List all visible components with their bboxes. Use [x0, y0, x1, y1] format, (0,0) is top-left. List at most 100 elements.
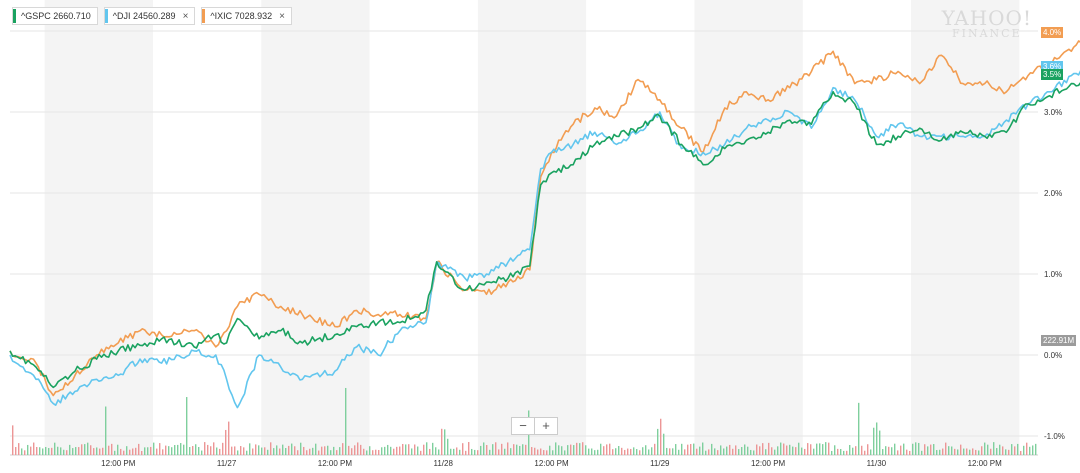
volume-bar	[84, 444, 86, 455]
volume-bar	[882, 449, 884, 455]
volume-bar	[990, 448, 992, 455]
x-tick-label: 12:00 PM	[751, 459, 786, 468]
volume-bar	[42, 448, 44, 455]
volume-bar	[213, 442, 215, 455]
volume-bar	[963, 448, 965, 455]
volume-bar	[36, 447, 38, 455]
zoom-out-button[interactable]: −	[511, 417, 535, 435]
volume-bar	[252, 448, 254, 455]
volume-bar	[885, 446, 887, 455]
volume-bar	[483, 442, 485, 455]
volume-bar	[903, 443, 905, 455]
volume-bar	[489, 449, 491, 455]
volume-bar	[501, 443, 503, 455]
volume-bar	[459, 449, 461, 455]
volume-bar	[48, 448, 50, 455]
volume-bar	[615, 448, 617, 455]
volume-bar	[684, 449, 686, 455]
volume-bar	[402, 443, 404, 455]
volume-bar	[954, 448, 956, 455]
volume-bar	[774, 449, 776, 455]
volume-bar	[480, 445, 482, 455]
volume-bar	[681, 443, 683, 455]
volume-bar	[618, 446, 620, 455]
volume-bar	[285, 447, 287, 455]
volume-bar	[549, 445, 551, 455]
watermark-line2: FINANCE	[952, 27, 1022, 40]
x-tick-label: 11/27	[217, 459, 237, 468]
volume-bar	[153, 442, 155, 455]
volume-bar	[336, 450, 338, 455]
volume-bar	[996, 448, 998, 455]
volume-bar	[669, 448, 671, 455]
volume-bar	[561, 446, 563, 455]
volume-bar	[807, 443, 809, 455]
volume-bar	[558, 445, 560, 455]
volume-bar	[420, 450, 422, 455]
volume-bar	[357, 442, 359, 455]
volume-bar	[1014, 446, 1016, 455]
volume-bar	[258, 445, 260, 455]
volume-bar	[522, 444, 524, 455]
volume-bar	[735, 445, 737, 455]
session-band	[44, 0, 153, 455]
volume-bar	[621, 447, 623, 455]
volume-bar	[540, 448, 542, 455]
y-tick-label: 3.0%	[1044, 108, 1062, 117]
y-tick-label: -1.0%	[1044, 432, 1065, 441]
volume-bar	[753, 450, 755, 455]
volume-bar	[111, 443, 113, 455]
volume-bar	[570, 444, 572, 455]
volume-bar	[744, 444, 746, 455]
volume-bar	[591, 448, 593, 455]
close-icon[interactable]: ×	[279, 10, 286, 22]
volume-bar	[711, 443, 713, 455]
legend-item-dji[interactable]: ^DJI 24560.289 ×	[103, 7, 196, 25]
volume-last-tag: 222.91M	[1041, 335, 1077, 346]
volume-bar	[207, 444, 209, 455]
volume-bar	[246, 450, 248, 455]
volume-bar	[12, 425, 14, 455]
volume-bar	[288, 445, 290, 455]
volume-bar	[972, 448, 974, 455]
volume-bar	[78, 447, 80, 455]
volume-bar	[552, 450, 554, 455]
session-band	[694, 0, 803, 455]
volume-bar	[141, 450, 143, 455]
volume-bar	[720, 445, 722, 455]
close-icon[interactable]: ×	[182, 10, 189, 22]
x-tick-label: 11/30	[867, 459, 887, 468]
volume-bar	[294, 446, 296, 455]
volume-bar	[738, 449, 740, 455]
volume-bar	[555, 442, 557, 455]
volume-bar	[546, 450, 548, 455]
volume-bar	[582, 442, 584, 455]
volume-bar	[879, 430, 881, 455]
volume-bar	[843, 450, 845, 455]
volume-bar	[609, 443, 611, 455]
volume-bar	[537, 449, 539, 455]
legend-item-ixic[interactable]: ^IXIC 7028.932 ×	[201, 7, 293, 25]
volume-bar	[732, 448, 734, 455]
volume-bar	[414, 444, 416, 455]
zoom-in-button[interactable]: +	[535, 417, 558, 435]
volume-bar	[576, 442, 578, 455]
volume-bar	[432, 442, 434, 455]
volume-bar	[654, 443, 656, 455]
volume-bar	[624, 449, 626, 455]
volume-bar	[477, 450, 479, 455]
volume-bar	[702, 442, 704, 455]
volume-bar	[951, 446, 953, 455]
volume-bar	[168, 446, 170, 455]
series-line-dji	[9, 70, 1080, 409]
volume-bar	[186, 397, 188, 455]
volume-bar	[687, 444, 689, 455]
legend-item-gspc[interactable]: ^GSPC 2660.710 ×	[12, 7, 98, 25]
x-tick-label: 12:00 PM	[101, 459, 136, 468]
volume-bar	[789, 444, 791, 455]
volume-bar	[765, 449, 767, 455]
volume-bar	[873, 427, 875, 455]
volume-bar	[858, 402, 860, 455]
volume-bar	[222, 442, 224, 455]
